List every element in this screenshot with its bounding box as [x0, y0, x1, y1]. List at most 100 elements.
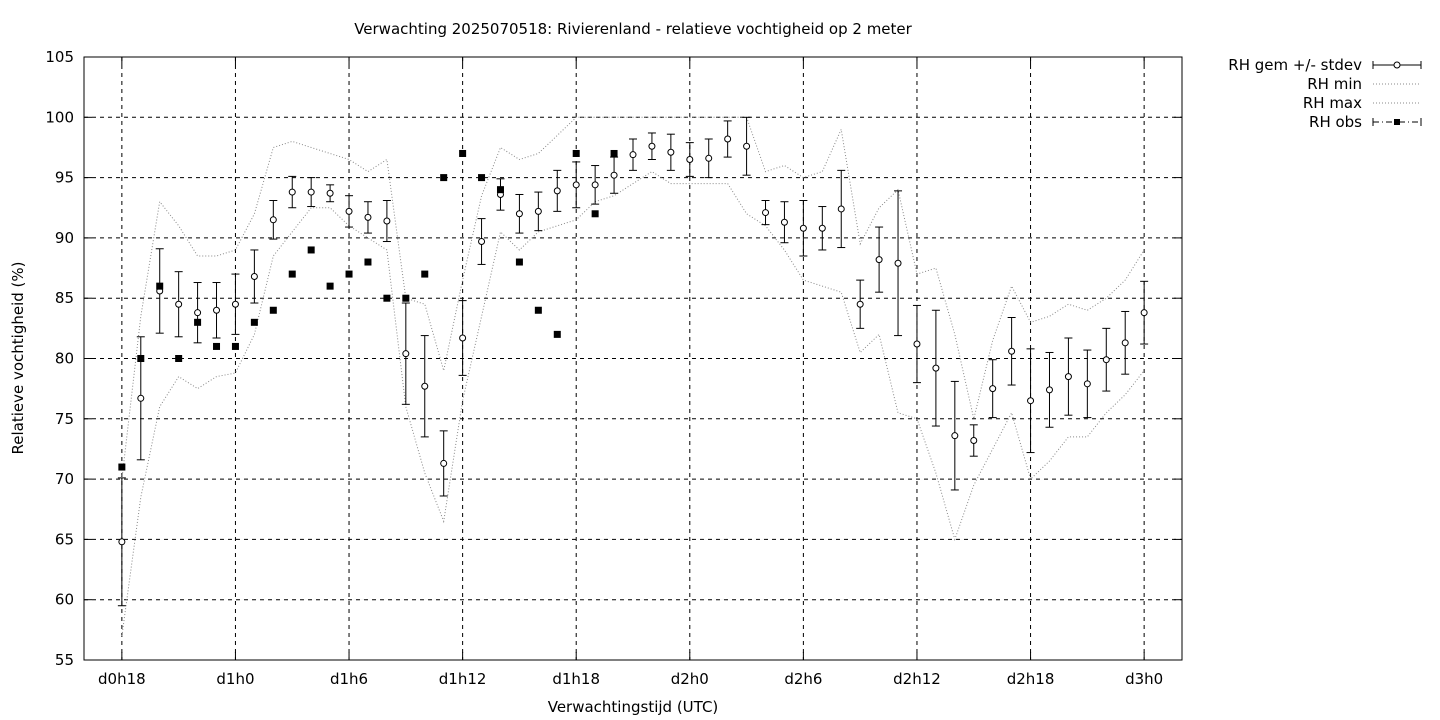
mean-point	[137, 394, 145, 402]
y-tick-label: 95	[55, 169, 74, 187]
obs-point	[250, 318, 258, 326]
mean-point	[799, 224, 807, 232]
legend-label: RH min	[1307, 75, 1362, 93]
mean-point	[951, 432, 959, 440]
obs-point	[137, 355, 145, 362]
min-max-lines	[121, 116, 1145, 636]
mean-point	[459, 334, 467, 342]
y-axis-label: Relatieve vochtigheid (%)	[9, 261, 27, 454]
obs-point	[440, 174, 448, 182]
mean-point	[837, 205, 845, 213]
mean-point	[970, 437, 978, 445]
mean-point	[572, 181, 580, 189]
obs-point	[194, 318, 202, 326]
obs-point	[572, 149, 580, 157]
mean-point	[345, 207, 353, 215]
obs-point	[326, 282, 334, 290]
mean-point	[724, 135, 732, 143]
obs-point	[459, 149, 467, 157]
mean-point	[1102, 356, 1110, 364]
legend-swatch	[1394, 119, 1400, 125]
mean-point	[743, 142, 751, 150]
mean-point	[591, 181, 599, 189]
y-tick-label: 55	[55, 651, 74, 669]
mean-point	[818, 224, 826, 232]
mean-point	[686, 156, 694, 164]
mean-point	[1064, 373, 1072, 381]
mean-point	[307, 188, 315, 196]
mean-point	[440, 459, 448, 467]
obs-point	[515, 258, 523, 266]
x-axis-ticks: d0h18 d1h0 d1h6 d1h12 d1h18 d2h0 d2h6 d2h12 d2h1…	[98, 57, 1163, 688]
mean-point	[856, 300, 864, 308]
mean-point	[534, 207, 542, 215]
obs-point	[364, 258, 372, 266]
mean-point	[175, 300, 183, 308]
obs-point	[231, 342, 239, 350]
legend-swatch	[1393, 61, 1401, 69]
x-tick-label: d1h0	[216, 670, 254, 688]
mean-point	[1140, 309, 1148, 317]
mean-point	[667, 148, 675, 156]
x-tick-label: d2h6	[784, 670, 822, 688]
mean-point	[875, 256, 883, 264]
mean-point	[402, 350, 410, 358]
x-axis-label: Verwachtingstijd (UTC)	[548, 698, 719, 716]
rh-max-line	[121, 116, 1145, 480]
mean-point	[421, 382, 429, 390]
obs-point	[478, 174, 486, 182]
legend-label: RH gem +/- stdev	[1228, 56, 1362, 74]
mean-point	[762, 209, 770, 217]
mean-point	[932, 364, 940, 372]
obs-point	[421, 270, 429, 278]
mean-point	[1045, 386, 1053, 394]
x-tick-label: d2h12	[893, 670, 941, 688]
mean-point	[326, 189, 334, 197]
obs-point	[496, 186, 504, 194]
x-tick-label: d1h18	[552, 670, 600, 688]
mean-point	[269, 216, 277, 224]
obs-point	[213, 342, 221, 350]
mean-point	[231, 300, 239, 308]
error-bars	[117, 116, 1149, 607]
obs-point	[288, 270, 296, 278]
y-tick-label: 85	[55, 289, 74, 307]
y-tick-label: 90	[55, 229, 74, 247]
mean-point	[894, 259, 902, 267]
y-tick-label: 65	[55, 530, 74, 548]
obs-point	[383, 294, 391, 302]
mean-point	[629, 151, 637, 159]
obs-point	[610, 149, 618, 157]
obs-point	[118, 463, 126, 471]
mean-point	[1083, 380, 1091, 388]
mean-point	[288, 188, 296, 196]
mean-point	[913, 340, 921, 348]
obs-point	[156, 282, 164, 290]
mean-point	[648, 142, 656, 150]
mean-point	[1121, 339, 1129, 347]
mean-point	[989, 385, 997, 393]
mean-point	[610, 171, 618, 179]
y-tick-label: 100	[45, 108, 74, 126]
mean-point	[194, 309, 202, 317]
mean-point	[213, 306, 221, 314]
x-tick-label: d2h0	[671, 670, 709, 688]
legend-label: RH max	[1303, 94, 1362, 112]
mean-point	[364, 213, 372, 221]
obs-point	[307, 246, 315, 254]
mean-point	[1027, 397, 1035, 405]
mean-point	[705, 154, 713, 162]
x-tick-label: d0h18	[98, 670, 146, 688]
x-tick-label: d3h0	[1125, 670, 1163, 688]
mean-point	[383, 217, 391, 225]
rh-min-line	[121, 171, 1145, 636]
obs-point	[591, 210, 599, 218]
y-tick-label: 105	[45, 48, 74, 66]
x-tick-label: d2h18	[1007, 670, 1055, 688]
mean-point	[118, 538, 126, 546]
obs-point	[534, 306, 542, 314]
y-tick-label: 75	[55, 410, 74, 428]
y-tick-label: 70	[55, 470, 74, 488]
